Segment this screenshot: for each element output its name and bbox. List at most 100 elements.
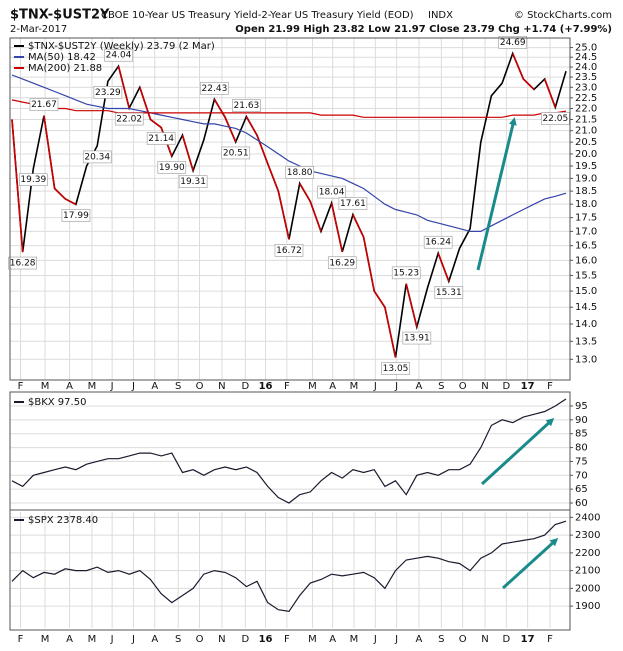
annotation-box xyxy=(402,331,432,345)
series-line xyxy=(11,74,567,232)
y-tick-label: 16.0 xyxy=(575,255,597,266)
spx-panel-frame xyxy=(9,509,571,631)
x-tick-label: N xyxy=(218,634,225,645)
y-tick-label: 13.5 xyxy=(575,336,597,347)
annotation-box xyxy=(93,86,123,99)
x-tick-label: S xyxy=(175,381,181,392)
x-tick-label: M xyxy=(41,634,50,645)
x-tick-label: D xyxy=(241,381,249,392)
y-tick-label: 24.5 xyxy=(575,52,597,63)
y-tick-label: 2100 xyxy=(575,566,600,577)
annotation-label: 22.02 xyxy=(116,115,142,125)
down-segment xyxy=(522,78,535,90)
down-segment xyxy=(54,187,66,200)
x-tick-label: F xyxy=(284,634,290,645)
y-tick-label: 24.0 xyxy=(575,62,597,73)
x-tick-label: O xyxy=(459,634,467,645)
y-tick-label: 19.0 xyxy=(575,173,597,184)
x-tick-label: D xyxy=(502,381,510,392)
series-line xyxy=(11,398,567,504)
x-tick-label: A xyxy=(151,381,158,392)
y-tick-label: 13.0 xyxy=(575,354,597,365)
down-segment xyxy=(298,183,311,202)
y-tick-label: 2200 xyxy=(575,548,600,559)
annotation-label: 22.05 xyxy=(542,114,568,124)
y-tick-label: 75 xyxy=(575,456,588,467)
x-tick-label: M xyxy=(308,634,317,645)
y-tick-label: 22.0 xyxy=(575,104,597,115)
x-tick-label: A xyxy=(66,634,73,645)
annotation-box xyxy=(285,166,314,179)
annotation-label: 13.05 xyxy=(383,364,409,374)
annotation-box xyxy=(29,98,59,112)
x-tick-label: D xyxy=(502,634,510,645)
y-tick-label: 16.5 xyxy=(575,241,597,252)
stats: Open 21.99 High 23.82 Low 21.97 Close 23… xyxy=(235,24,612,35)
annotation-box xyxy=(221,146,251,160)
y-tick-label: 21.0 xyxy=(575,126,597,137)
annotation-box xyxy=(327,256,357,270)
annotation-label: 18.80 xyxy=(287,168,313,178)
annotation-label: 24.69 xyxy=(500,38,526,48)
x-tick-label: S xyxy=(175,634,181,645)
annotation-label: 22.43 xyxy=(202,84,228,94)
down-segment xyxy=(405,283,418,328)
y-tick-label: 1900 xyxy=(575,601,600,612)
x-tick-label: N xyxy=(481,381,488,392)
y-tick-label: 95 xyxy=(575,401,588,412)
x-tick-label: D xyxy=(241,634,249,645)
y-tick-label: 15.0 xyxy=(575,286,597,297)
x-tick-label: M xyxy=(308,381,317,392)
y-tick-label: 60 xyxy=(575,498,588,509)
annotation-box xyxy=(391,266,421,280)
annotation-box xyxy=(232,99,261,112)
trend-arrow xyxy=(476,117,517,271)
x-tick-label: A xyxy=(329,634,336,645)
x-tick-label: J xyxy=(131,381,135,392)
y-tick-label: 2300 xyxy=(575,530,600,541)
annotation-label: 16.29 xyxy=(329,258,355,268)
source: © StockCharts.com xyxy=(514,10,612,21)
down-segment xyxy=(352,214,365,238)
x-tick-label: J xyxy=(131,634,135,645)
x-tick-label: M xyxy=(88,381,97,392)
annotation-box xyxy=(423,235,453,249)
down-segment xyxy=(256,134,269,164)
down-segment xyxy=(150,118,162,129)
x-tick-label: A xyxy=(416,381,423,392)
annotation-label: 16.28 xyxy=(10,259,36,269)
x-tick-label: O xyxy=(196,634,204,645)
legend-label: $TNX-$UST2Y (Weekly) 23.79 (2 Mar) xyxy=(28,41,215,52)
x-tick-label: J xyxy=(394,634,398,645)
down-segment xyxy=(277,190,290,240)
down-segment xyxy=(245,116,258,136)
annotation-box xyxy=(114,112,144,126)
down-segment xyxy=(213,98,226,118)
down-segment xyxy=(224,116,237,143)
y-tick-label: 18.0 xyxy=(575,199,597,210)
y-tick-label: 70 xyxy=(575,470,588,481)
down-segment xyxy=(373,290,386,308)
x-tick-label: 16 xyxy=(259,381,273,392)
y-tick-label: 18.5 xyxy=(575,186,597,197)
main-panel-frame xyxy=(9,37,571,381)
x-tick-label: N xyxy=(218,381,225,392)
x-tick-label: J xyxy=(373,634,377,645)
symbol-title: $TNX-$UST2Y xyxy=(10,8,110,23)
date: 2-Mar-2017 xyxy=(10,24,67,35)
y-tick-label: 20.0 xyxy=(575,149,597,160)
down-segment xyxy=(43,115,56,189)
x-tick-label: N xyxy=(481,634,488,645)
annotation-box xyxy=(541,112,570,125)
down-segment xyxy=(309,201,322,232)
annotation-box xyxy=(104,48,133,62)
annotation-label: 23.29 xyxy=(95,88,121,98)
x-tick-label: M xyxy=(41,381,50,392)
x-tick-label: M xyxy=(88,634,97,645)
annotation-box xyxy=(61,209,91,222)
plots: 13.0 13.5 14.0 14.5 15.0 15.5 16.0 16.5 17.0 17.5… xyxy=(8,36,600,645)
x-tick-label: 17 xyxy=(521,634,535,645)
down-segment xyxy=(266,163,280,192)
annotation-label: 17.61 xyxy=(340,199,366,209)
annotation-box xyxy=(178,175,208,188)
